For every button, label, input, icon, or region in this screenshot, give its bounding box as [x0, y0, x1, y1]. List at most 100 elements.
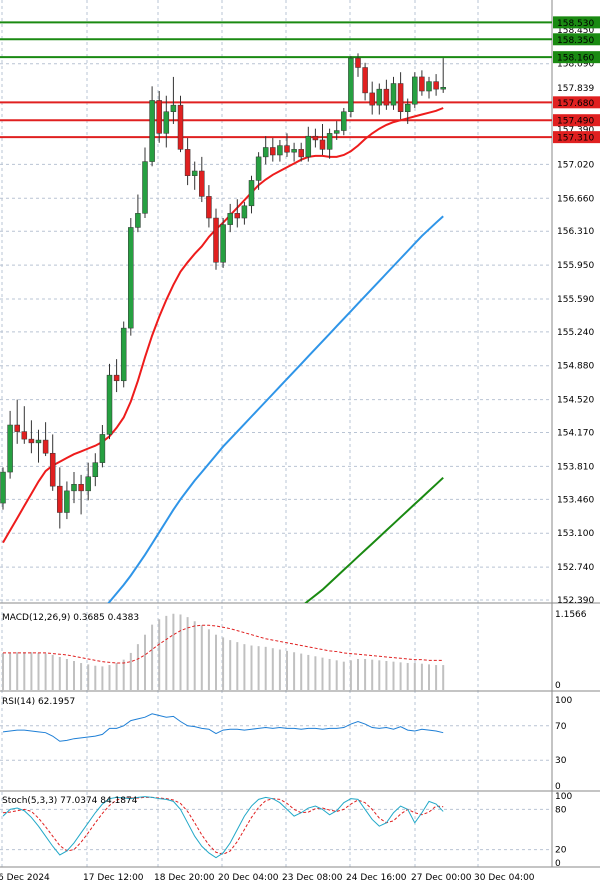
candle-body-25: [177, 104, 184, 150]
resistance-tag-0-bg: [553, 16, 600, 29]
candle-body-39: [277, 145, 283, 156]
macd-tick-0: 1.1566: [555, 610, 587, 620]
resistance-tag-1-bg: [553, 33, 600, 46]
candle-body-10: [71, 484, 77, 492]
support-tag-2: 157.310: [557, 134, 594, 144]
candle-body-8: [57, 485, 63, 513]
price-tick-2: 156.660: [557, 194, 594, 204]
candle-body-56: [397, 83, 404, 112]
price-tick-1: 157.020: [557, 160, 594, 170]
time-label-6: 27 Dec 00:00: [411, 873, 472, 883]
candle-body-38: [270, 147, 276, 156]
candle-body-3: [21, 431, 28, 440]
candle-body-9: [64, 490, 70, 513]
price-axis: 158.090 157.020 156.660 156.310 155.950 155.5…: [553, 16, 600, 869]
price-tick-8: 154.520: [557, 396, 594, 406]
time-label-3: 20 Dec 04:00: [218, 873, 279, 883]
candle-body-1: [7, 424, 13, 473]
candle-body-29: [206, 196, 212, 219]
stoch-label: Stoch(5,3,3) 77.0374 84.1874: [2, 796, 138, 806]
candle-body-40: [284, 145, 290, 153]
stoch-tick-2: 20: [555, 846, 567, 856]
stoch-tick-1: 80: [555, 805, 567, 815]
candle-body-20: [142, 161, 148, 214]
time-label-7: 30 Dec 04:00: [474, 873, 535, 883]
ma-slow-line: [304, 476, 444, 603]
candle-body-17: [120, 327, 127, 382]
time-label-2: 18 Dec 20:00: [154, 873, 215, 883]
price-tick-partial-0: 158.450: [557, 26, 594, 36]
macd-panel: [2, 613, 445, 690]
candle-body-49: [348, 57, 354, 112]
support-tag-2-bg: [553, 131, 600, 144]
support-tag-1: 157.490: [557, 117, 594, 127]
candle-body-41: [291, 149, 297, 153]
candle-body-50: [355, 57, 361, 68]
candle-body-2: [14, 424, 20, 432]
macd-label: MACD(12,26,9) 0.3685 0.4383: [2, 613, 139, 623]
resistance-tag-1: 158.350: [557, 36, 594, 46]
candle-body-19: [135, 213, 141, 228]
candle-body-34: [241, 205, 248, 219]
candle-body-15: [106, 374, 113, 435]
candle-body-44: [312, 135, 319, 141]
price-tick-14: 152.390: [557, 596, 594, 606]
candle-body-57: [404, 103, 411, 112]
resistance-tag-2: 158.160: [557, 54, 594, 64]
candle-body-46: [326, 133, 333, 150]
price-tick-0: 158.090: [557, 60, 594, 70]
rsi-panel: [0, 713, 552, 761]
candle-body-23: [163, 111, 170, 134]
candle-body-61: [433, 81, 439, 90]
candle-body-28: [199, 170, 205, 197]
time-label-0: 6 Dec 2024: [0, 873, 50, 883]
support-tag-0: 157.680: [557, 99, 594, 109]
macd-tick-1: 0: [555, 681, 561, 691]
stoch-k-line: [2, 796, 444, 859]
time-label-1: 17 Dec 12:00: [83, 873, 144, 883]
candle-body-0: [0, 471, 6, 504]
candle-body-27: [191, 170, 198, 176]
price-tick-3: 156.310: [557, 227, 594, 237]
support-tag-0-bg: [553, 96, 600, 109]
candles: [0, 53, 446, 529]
candle-body-6: [42, 439, 49, 454]
rsi-line: [2, 713, 444, 742]
candle-body-30: [213, 217, 219, 263]
candle-body-32: [227, 213, 233, 225]
candle-body-31: [220, 224, 226, 263]
resistance-tag-2-bg: [553, 51, 600, 64]
candle-body-43: [305, 135, 312, 158]
time-axis: 6 Dec 2024 17 Dec 12:00 18 Dec 20:00 20 Dec…: [0, 873, 535, 883]
candle-body-7: [49, 452, 56, 487]
rsi-tick-1: 70: [555, 722, 567, 732]
candle-body-53: [376, 88, 383, 106]
price-tick-11: 153.460: [557, 495, 594, 505]
candle-body-4: [28, 438, 35, 444]
candle-body-48: [341, 111, 347, 131]
candle-body-45: [319, 139, 326, 150]
candle-body-26: [184, 149, 191, 176]
candle-body-60: [426, 81, 432, 92]
stoch-tick-0: 100: [555, 792, 572, 802]
candle-body-52: [369, 92, 375, 106]
candle-body-5: [35, 439, 42, 444]
candle-body-37: [262, 147, 269, 158]
price-tick-6: 155.240: [557, 328, 594, 338]
rsi-tick-0: 100: [555, 696, 572, 706]
stoch-tick-3: 0: [555, 859, 561, 869]
stoch-panel: [0, 796, 552, 859]
price-tick-partial-1: 157.390: [557, 126, 594, 136]
time-label-5: 24 Dec 16:00: [346, 873, 407, 883]
candle-body-59: [419, 76, 425, 92]
candle-body-35: [248, 180, 255, 207]
candle-body-42: [298, 149, 304, 158]
candle-body-47: [333, 130, 340, 134]
candle-body-51: [362, 67, 368, 94]
price-tick-9: 154.170: [557, 429, 594, 439]
price-tick-13: 152.740: [557, 563, 594, 573]
grid-layer: [0, 0, 600, 868]
candle-body-33: [234, 213, 241, 219]
